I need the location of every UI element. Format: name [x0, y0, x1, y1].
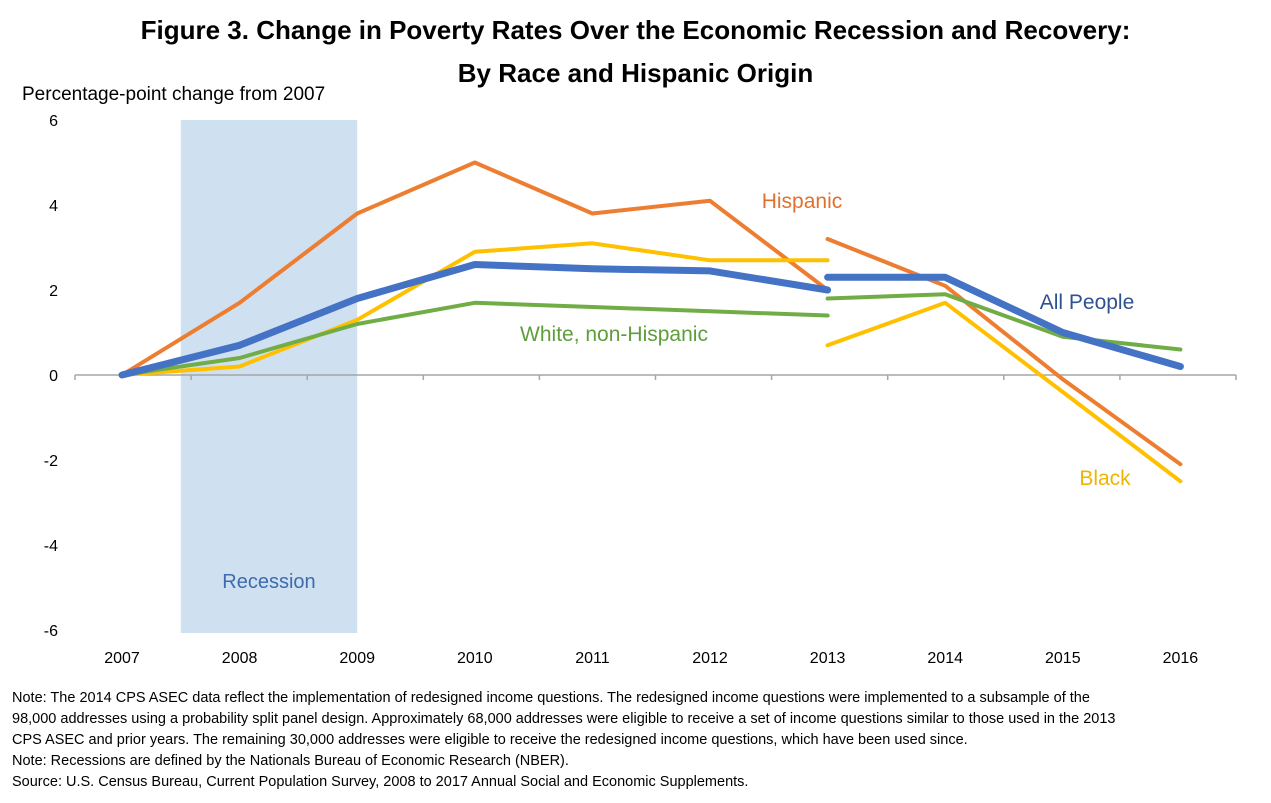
- recession-band: [180, 120, 358, 633]
- y-tick-label: 0: [49, 368, 58, 385]
- all-people-series-label: All People: [1040, 291, 1135, 314]
- all-people-line-segment-2: [824, 273, 1184, 370]
- x-tick-label: 2015: [1045, 650, 1081, 667]
- white-non-hispanic-line-segment-1: [120, 300, 830, 377]
- x-tick-label: 2014: [927, 650, 963, 667]
- line-chart: Recession 6 4 2 0 -2 -4 -6 2007 2008 2009 2010 2011 2…: [44, 113, 1237, 667]
- y-tick-label: 4: [49, 198, 58, 215]
- black-series-label: Black: [1079, 467, 1131, 490]
- source-line: Source: U.S. Census Bureau, Current Popu…: [12, 774, 749, 790]
- x-tick-label: 2010: [457, 650, 493, 667]
- x-tick-label: 2013: [810, 650, 846, 667]
- black-line-segment-2: [825, 300, 1183, 484]
- all-people-line-segment-1: [118, 261, 832, 379]
- chart-title-line-2: By Race and Hispanic Origin: [457, 58, 814, 88]
- y-tick-label: -4: [44, 538, 58, 555]
- y-tick-label: 6: [49, 113, 58, 130]
- white-non-hispanic-line-segment-2: [825, 292, 1183, 352]
- y-tick-label: -6: [44, 623, 58, 640]
- notes: Note: The 2014 CPS ASEC data reflect the…: [12, 688, 1262, 793]
- white-non-hispanic-series-label: White, non-Hispanic: [520, 323, 708, 346]
- note-line-1: Note: The 2014 CPS ASEC data reflect the…: [12, 690, 1090, 706]
- x-tick-label: 2016: [1163, 650, 1199, 667]
- y-tick-label: -2: [44, 453, 58, 470]
- hispanic-line-segment-2: [825, 237, 1183, 467]
- chart-title-line-1: Figure 3. Change in Poverty Rates Over t…: [140, 15, 1131, 45]
- y-tick-label: 2: [49, 283, 58, 300]
- hispanic-line-segment-1: [120, 160, 830, 377]
- note-line-4: Note: Recessions are defined by the Nati…: [12, 753, 569, 769]
- x-tick-label: 2008: [222, 650, 258, 667]
- x-tick-label: 2012: [692, 650, 728, 667]
- recession-label: Recession: [222, 571, 315, 593]
- x-tick-label: 2011: [575, 650, 610, 667]
- y-axis-title: Percentage-point change from 2007: [22, 84, 326, 105]
- x-tick-label: 2007: [104, 650, 140, 667]
- note-line-2: 98,000 addresses using a probability spl…: [12, 711, 1116, 727]
- note-line-3: CPS ASEC and prior years. The remaining …: [12, 732, 968, 748]
- x-tick-label: 2009: [339, 650, 375, 667]
- hispanic-series-label: Hispanic: [762, 190, 843, 213]
- black-line-segment-1: [120, 241, 830, 377]
